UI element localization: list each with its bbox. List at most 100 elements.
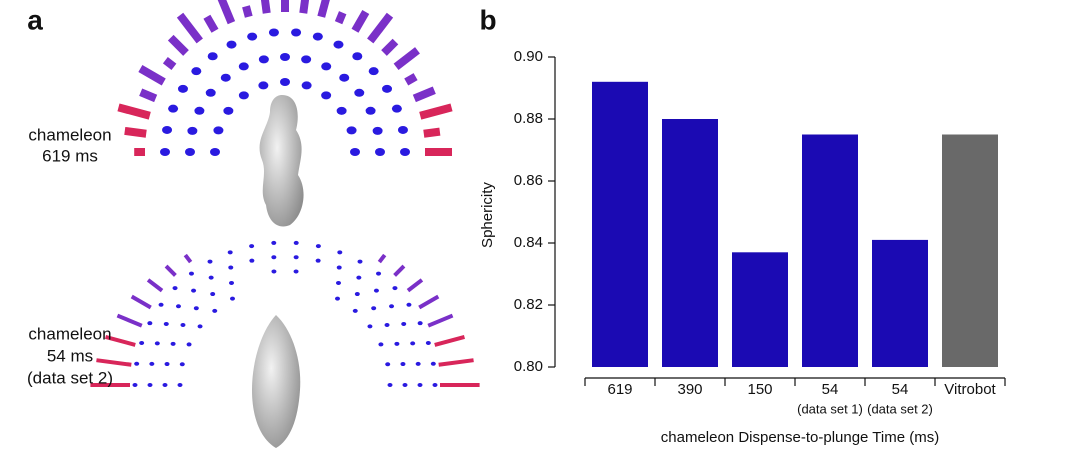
view-dot [375, 148, 385, 156]
view-dot [191, 289, 196, 293]
view-dot [210, 292, 215, 296]
view-dot [352, 52, 362, 60]
view-rod [246, 6, 249, 16]
image-label: (data set 2) [27, 368, 113, 387]
view-dot [258, 81, 268, 89]
view-rod [185, 255, 190, 262]
y-tick-label: 0.80 [514, 358, 543, 375]
density-map [260, 95, 304, 226]
view-rod [439, 360, 474, 365]
view-dot [389, 304, 394, 308]
view-dot [239, 91, 249, 99]
view-dot [187, 342, 192, 346]
image-label: chameleon [28, 125, 111, 144]
view-dot [206, 89, 216, 97]
view-dot [149, 362, 154, 366]
view-dot [228, 266, 233, 270]
view-dot [355, 292, 360, 296]
x-tick-label: 150 [747, 381, 772, 398]
view-dot [162, 126, 172, 134]
view-rod [171, 38, 186, 53]
view-rod [420, 107, 451, 115]
view-rod [264, 0, 267, 13]
view-rod [207, 17, 215, 31]
view-dot [433, 383, 438, 387]
view-dot [139, 341, 144, 345]
view-dot [249, 244, 254, 248]
view-dot [210, 148, 220, 156]
view-rod [96, 360, 131, 365]
view-dot [401, 322, 406, 326]
view-rod [379, 255, 384, 262]
view-dot [191, 67, 201, 75]
y-tick-label: 0.84 [514, 234, 543, 251]
view-dot [321, 91, 331, 99]
view-dot [212, 309, 217, 313]
bar [592, 82, 648, 367]
view-dot [388, 383, 393, 387]
image-label: 619 ms [42, 146, 98, 165]
view-dot [416, 362, 421, 366]
view-dot [321, 62, 331, 70]
view-dot [159, 303, 164, 307]
view-dot [376, 272, 381, 276]
bar [942, 135, 998, 368]
view-dot [392, 105, 402, 113]
view-dot [337, 266, 342, 270]
view-dot [382, 85, 392, 93]
bar [802, 135, 858, 368]
view-rod [221, 0, 231, 23]
view-dot [400, 362, 405, 366]
view-dot [385, 323, 390, 327]
view-dot [171, 342, 176, 346]
view-dot [366, 107, 376, 115]
view-rod [396, 50, 417, 66]
view-dot [168, 105, 178, 113]
x-tick-label: 619 [607, 381, 632, 398]
view-dot [148, 383, 153, 387]
view-rod [428, 316, 452, 326]
view-dot [347, 126, 357, 134]
x-tick-label: Vitrobot [944, 381, 996, 398]
view-dot [280, 78, 290, 86]
view-dot [374, 289, 379, 293]
view-rod [125, 131, 146, 134]
view-dot [431, 362, 436, 366]
view-dot [160, 148, 170, 156]
view-dot [178, 85, 188, 93]
image-label: 54 ms [47, 346, 93, 365]
x-tick-sublabel: (data set 1) [797, 401, 863, 416]
view-dot [155, 341, 160, 345]
view-dot [294, 269, 299, 273]
view-dot [280, 53, 290, 61]
view-dot [337, 107, 347, 115]
view-dot [294, 241, 299, 245]
view-dot [353, 309, 358, 313]
view-dot [385, 362, 390, 366]
image-label: chameleon [28, 324, 111, 343]
view-dot [418, 383, 423, 387]
panel-label: a [27, 4, 43, 35]
view-dot [187, 127, 197, 135]
view-dot [335, 297, 340, 301]
view-dot [367, 324, 372, 328]
x-tick-label: 390 [677, 381, 702, 398]
view-dot [350, 148, 360, 156]
bar [732, 252, 788, 367]
view-rod [424, 132, 440, 134]
view-rod [355, 12, 366, 31]
view-dot [339, 74, 349, 82]
view-dot [178, 383, 183, 387]
y-axis-label: Sphericity [479, 182, 496, 248]
view-dot [173, 286, 178, 290]
density-map [252, 315, 300, 448]
view-dot [189, 272, 194, 276]
view-rod [408, 280, 422, 291]
y-tick-label: 0.82 [514, 296, 543, 313]
view-rod [419, 297, 438, 308]
view-dot [301, 55, 311, 63]
y-tick-label: 0.90 [514, 48, 543, 65]
view-rod [166, 266, 175, 275]
view-rod [148, 280, 162, 291]
view-dot [133, 383, 138, 387]
